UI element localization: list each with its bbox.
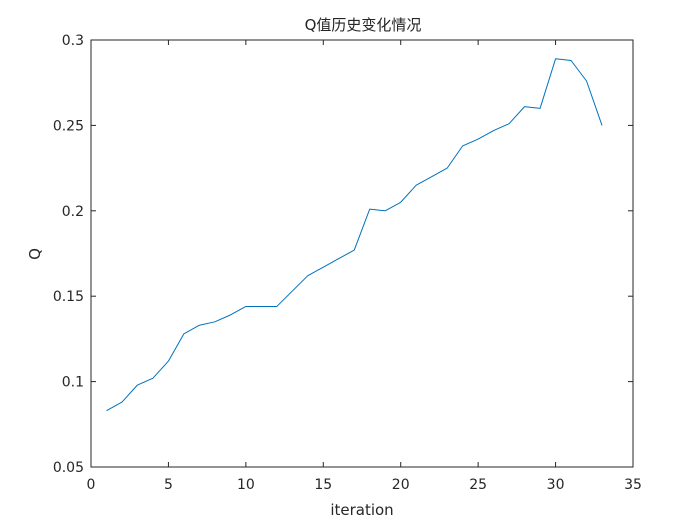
x-tick-label: 0 — [87, 477, 96, 493]
series-line-0 — [106, 58, 603, 412]
y-axis-ticks: 0.05 0.1 0.15 0.2 0.25 0.3 — [53, 33, 633, 476]
plot-area — [90, 39, 634, 468]
y-tick-label: 0.2 — [62, 204, 84, 220]
x-axis-ticks: 0 5 10 15 20 25 30 35 — [87, 40, 642, 493]
y-tick-label: 0.05 — [53, 460, 84, 476]
x-tick-label: 20 — [392, 477, 410, 493]
y-axis-label: Q — [26, 248, 44, 260]
axes-box — [90, 39, 634, 468]
x-tick-label: 15 — [314, 477, 332, 493]
x-axis-label: iteration — [330, 501, 393, 519]
x-tick-label: 5 — [164, 477, 173, 493]
x-tick-label: 35 — [624, 477, 642, 493]
y-tick-label: 0.1 — [62, 375, 84, 391]
x-tick-label: 10 — [237, 477, 255, 493]
x-tick-label: 25 — [469, 477, 487, 493]
chart-title: Q值历史变化情况 — [305, 16, 422, 34]
series-layer — [106, 58, 603, 412]
x-tick-label: 30 — [547, 477, 565, 493]
y-tick-label: 0.15 — [53, 289, 84, 305]
y-tick-label: 0.3 — [62, 33, 84, 49]
y-tick-label: 0.25 — [53, 118, 84, 134]
